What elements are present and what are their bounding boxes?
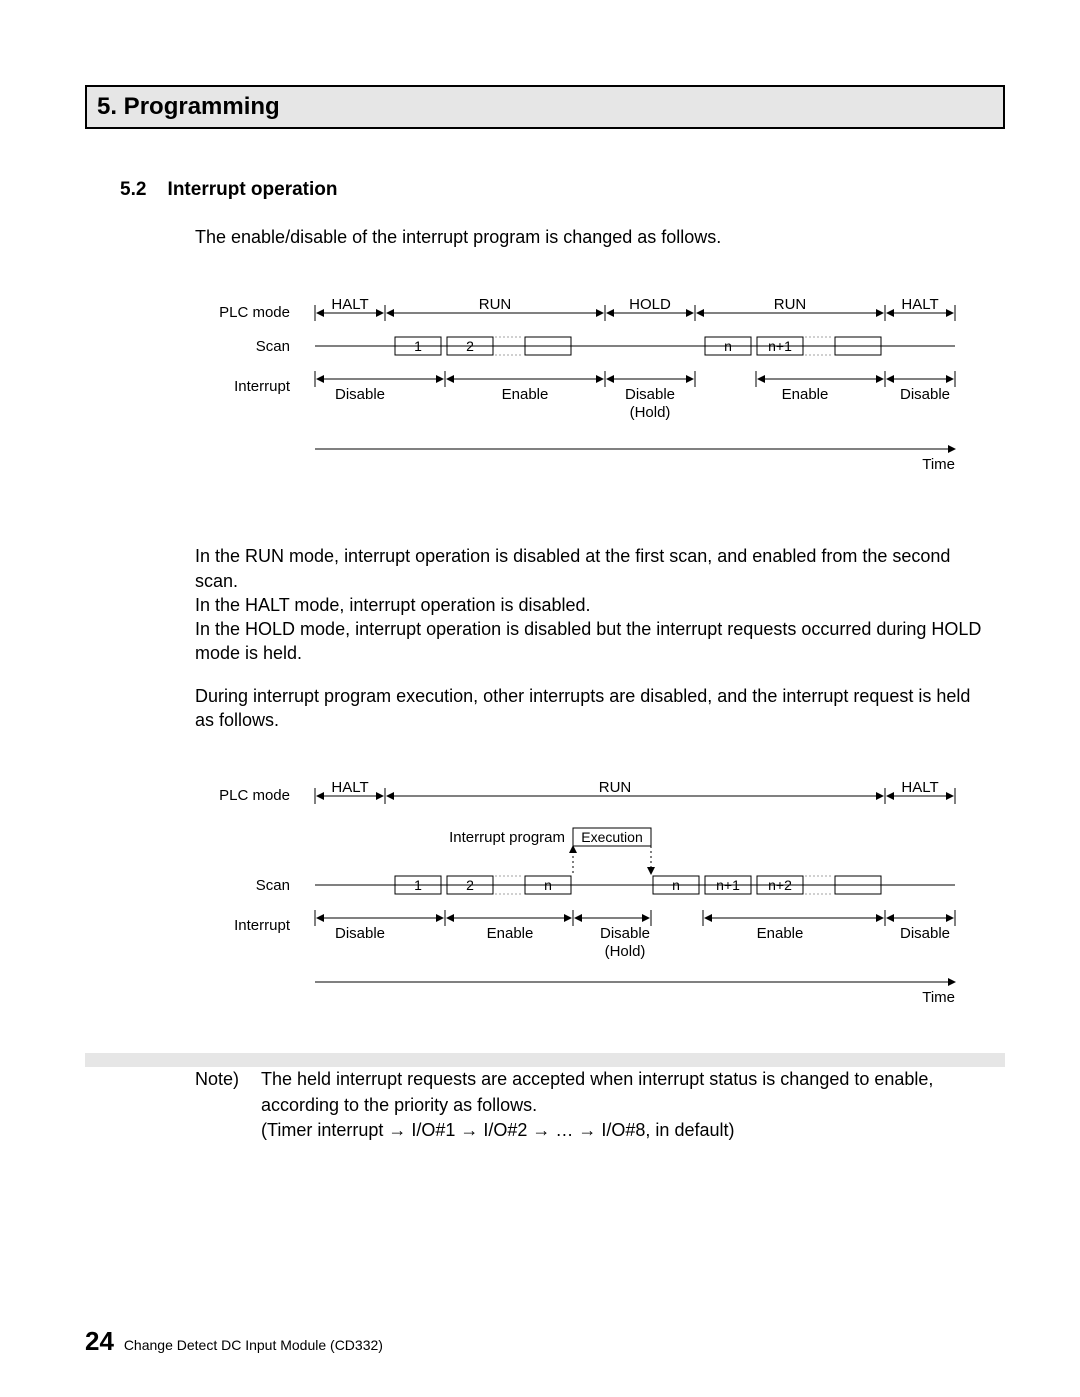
mid-paragraph-2: In the HALT mode, interrupt operation is… xyxy=(195,593,985,617)
timing-diagram-2: PLC mode Scan Interrupt HALT RUN HALT In… xyxy=(195,782,1005,1027)
d2-scanR-0: n xyxy=(672,877,680,893)
d2-int-2: Disable xyxy=(600,925,650,942)
d2-mode-0: HALT xyxy=(331,782,368,796)
row-label-scan: Scan xyxy=(256,338,290,355)
d2-scanR-2: n+2 xyxy=(768,877,792,893)
d2-mode-2: HALT xyxy=(901,782,938,796)
mid-paragraph-4: During interrupt program execution, othe… xyxy=(195,684,985,733)
row-label-interrupt: Interrupt xyxy=(234,378,291,395)
chapter-header: 5. Programming xyxy=(85,85,1005,129)
d2-int-3: Enable xyxy=(757,925,804,942)
d1-scan-0: 1 xyxy=(414,338,422,354)
d1-mode-2: HOLD xyxy=(629,299,671,313)
d1-mode-0: HALT xyxy=(331,299,368,313)
d2-int-0: Disable xyxy=(335,925,385,942)
d1-int-4: Disable xyxy=(900,386,950,403)
d1-mode-3: RUN xyxy=(774,299,807,313)
d1-scan-3: n xyxy=(724,338,732,354)
d2-ip-label: Interrupt program xyxy=(449,829,565,846)
d1-mode-1: RUN xyxy=(479,299,512,313)
note-label: Note) xyxy=(195,1067,261,1143)
d2-row-interrupt: Interrupt xyxy=(234,917,291,934)
page: 5. Programming 5.2 Interrupt operation T… xyxy=(0,0,1080,1397)
d2-row-scan: Scan xyxy=(256,877,290,894)
d2-scanR-1: n+1 xyxy=(716,877,740,893)
d2-row-plcmode: PLC mode xyxy=(219,787,290,804)
d1-scan-1: 2 xyxy=(466,338,474,354)
d2-scanL-2: n xyxy=(544,877,552,893)
footer-doc-title: Change Detect DC Input Module (CD332) xyxy=(124,1337,383,1353)
note-line-2: (Timer interrupt → I/O#1 → I/O#2 → … → I… xyxy=(261,1118,985,1143)
d2-mode-1: RUN xyxy=(599,782,632,796)
section-title: Interrupt operation xyxy=(168,179,338,200)
d1-int-2: Disable xyxy=(625,386,675,403)
note-line-1: The held interrupt requests are accepted… xyxy=(261,1067,985,1117)
d2-scanL-1: 2 xyxy=(466,877,474,893)
d2-time: Time xyxy=(922,989,955,1006)
d1-int-3: Enable xyxy=(782,386,829,403)
d2-int-4: Disable xyxy=(900,925,950,942)
page-footer: 24 Change Detect DC Input Module (CD332) xyxy=(85,1326,383,1357)
mid-paragraph-1: In the RUN mode, interrupt operation is … xyxy=(195,544,985,593)
note-block: Note) The held interrupt requests are ac… xyxy=(195,1067,985,1143)
intro-paragraph: The enable/disable of the interrupt prog… xyxy=(195,225,985,249)
d1-mode-4: HALT xyxy=(901,299,938,313)
mid-paragraph-3: In the HOLD mode, interrupt operation is… xyxy=(195,617,985,666)
chapter-title: 5. Programming xyxy=(97,93,280,120)
d1-int-0: Disable xyxy=(335,386,385,403)
section-header: 5.2 Interrupt operation xyxy=(120,179,1005,201)
d2-int-1: Enable xyxy=(487,925,534,942)
row-label-plcmode: PLC mode xyxy=(219,304,290,321)
d2-exec-label: Execution xyxy=(581,829,642,845)
d1-hold: (Hold) xyxy=(630,404,671,421)
d1-int-1: Enable xyxy=(502,386,549,403)
footer-strip xyxy=(85,1053,1005,1067)
timing-diagram-1: PLC mode Scan Interrupt HALT RUN xyxy=(195,299,1005,504)
page-number: 24 xyxy=(85,1326,114,1356)
section-number: 5.2 xyxy=(120,179,146,200)
d1-time: Time xyxy=(922,456,955,473)
d2-hold: (Hold) xyxy=(605,943,646,960)
d2-scanL-0: 1 xyxy=(414,877,422,893)
d1-scan-4: n+1 xyxy=(768,338,792,354)
